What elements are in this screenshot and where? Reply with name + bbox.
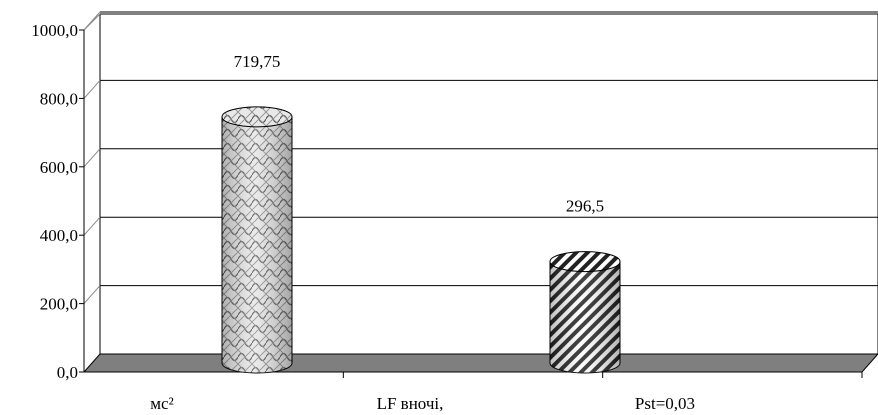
y-tick-label: 200,0 (40, 295, 78, 314)
y-tick-label: 800,0 (40, 89, 78, 108)
data-label: 296,5 (566, 197, 604, 216)
data-label: 719,75 (234, 52, 281, 71)
bar-top (221, 106, 293, 128)
x-tick-label: Pst=0,03 (635, 394, 695, 413)
bar-shading (550, 261, 620, 373)
side-wall-gridline (83, 148, 101, 168)
y-tick-label: 0,0 (57, 363, 78, 382)
side-wall (83, 13, 101, 372)
bar-cylinder (221, 106, 293, 374)
y-axis: 0,0 200,0 400,0 600,0 800,0 1000,0 (31, 21, 84, 382)
bar-series (221, 106, 621, 374)
x-tick-label: LF вночі, (377, 394, 444, 413)
bar-shading (222, 116, 292, 374)
gridlines (83, 11, 878, 304)
x-axis: мс² LF вночі, Pst=0,03 (150, 372, 863, 413)
side-wall-gridline (83, 285, 101, 304)
data-labels: 719,75 296,5 (234, 52, 605, 216)
plot-back-wall (99, 13, 878, 354)
y-tick-label: 1000,0 (31, 21, 78, 40)
y-tick-label: 600,0 (40, 158, 78, 177)
x-tick-label: мс² (150, 394, 173, 413)
side-wall-back-edge (83, 13, 101, 31)
chart-floor (82, 353, 878, 373)
y-tick-label: 400,0 (40, 226, 78, 245)
bar-cylinder (549, 251, 621, 374)
side-wall-gridline (83, 80, 101, 99)
bar-top (549, 251, 621, 273)
side-wall-gridline (83, 216, 101, 236)
